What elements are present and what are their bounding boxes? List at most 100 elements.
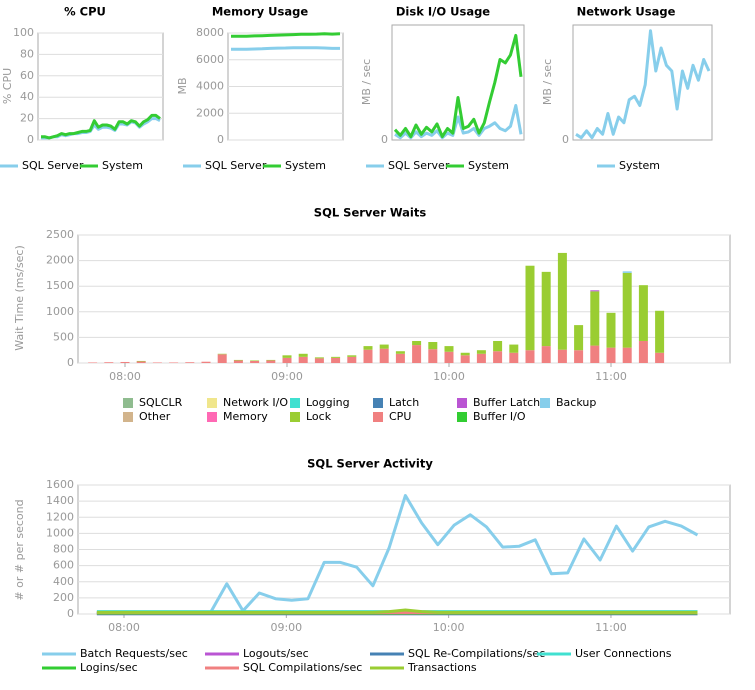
bar-segment	[460, 352, 470, 356]
y-axis-label: Wait Time (ms/sec)	[13, 245, 26, 350]
plot-area	[77, 234, 731, 364]
bar-segment	[233, 360, 243, 363]
bar-segment	[428, 349, 438, 363]
y-tick-label: 100	[13, 26, 34, 39]
y-tick-label: 0	[67, 356, 74, 369]
legend-label: User Connections	[575, 647, 672, 660]
legend-label: System	[285, 159, 326, 172]
y-tick-label: 1000	[46, 526, 74, 539]
y-tick-label: 2000	[46, 254, 74, 267]
y-axis-label: MB / sec	[360, 59, 373, 105]
legend-label: SQL Server	[388, 159, 450, 172]
bar-segment	[266, 360, 276, 363]
bar-segment	[233, 359, 243, 361]
y-axis-label: # or # per second	[13, 499, 26, 600]
bar-segment	[331, 356, 341, 358]
bar-segment	[395, 353, 405, 363]
legend-label: Logins/sec	[80, 661, 138, 674]
bar-segment	[638, 340, 648, 363]
x-tick-label: 09:00	[270, 621, 302, 634]
y-tick-label: 1600	[46, 478, 74, 491]
y-tick-label: 4000	[196, 80, 224, 93]
legend-label: Other	[139, 410, 171, 423]
bar-segment	[412, 345, 422, 363]
bar-segment	[395, 351, 405, 354]
bar-segment	[622, 272, 632, 348]
legend-swatch	[457, 412, 467, 422]
plot-area	[572, 24, 713, 141]
bar-segment	[136, 360, 146, 362]
y-tick-label: 80	[20, 47, 34, 60]
x-tick-label: 08:00	[109, 370, 141, 383]
bar-segment	[622, 271, 632, 273]
bar-segment	[314, 357, 324, 359]
bar-segment	[331, 357, 341, 363]
bar-segment	[590, 291, 600, 346]
bar-segment	[525, 350, 535, 363]
bar-segment	[590, 290, 600, 292]
y-tick-label: 20	[20, 112, 34, 125]
legend-label: Lock	[306, 410, 332, 423]
bar-segment	[476, 353, 486, 363]
y-tick-label: 40	[20, 90, 34, 103]
bar-segment	[298, 353, 308, 357]
bar-segment	[509, 352, 519, 363]
series-line	[96, 608, 698, 614]
bar-segment	[120, 361, 130, 363]
bar-segment	[282, 357, 292, 363]
x-tick-label: 08:00	[108, 621, 140, 634]
legend-swatch	[540, 398, 550, 408]
legend-label: Buffer Latch	[473, 396, 540, 409]
legend-label: System	[102, 159, 143, 172]
x-tick-label: 09:00	[271, 370, 303, 383]
bar-segment	[655, 352, 665, 363]
series-line	[231, 32, 341, 38]
x-tick-label: 10:00	[433, 370, 465, 383]
bar-segment	[379, 344, 389, 349]
y-tick-label: 1200	[46, 510, 74, 523]
bar-segment	[282, 355, 292, 358]
bar-segment	[250, 360, 260, 361]
legend-swatch	[373, 398, 383, 408]
chart-title: Memory Usage	[212, 5, 308, 19]
legend-label: Memory	[223, 410, 268, 423]
y-axis-label: MB	[176, 77, 189, 94]
legend-swatch	[373, 412, 383, 422]
bar-segment	[250, 360, 260, 363]
x-tick-label: 11:00	[595, 370, 627, 383]
bar-segment	[493, 351, 503, 363]
legend-label: Backup	[556, 396, 596, 409]
legend-label: Network I/O	[223, 396, 288, 409]
bar-segment	[363, 346, 373, 350]
bar-segment	[217, 354, 227, 363]
bar-segment	[606, 347, 616, 363]
y-tick-label: 0	[217, 133, 224, 146]
legend-swatch	[123, 412, 133, 422]
y-tick-label: 6000	[196, 53, 224, 66]
bar-segment	[201, 361, 211, 363]
bar-segment	[185, 362, 195, 363]
bar-segment	[606, 312, 616, 348]
bar-segment	[363, 349, 373, 363]
y-tick-label: 600	[53, 559, 74, 572]
bar-segment	[136, 361, 146, 363]
legend-label: SQL Server	[22, 159, 84, 172]
legend-label: SQLCLR	[139, 396, 183, 409]
series-line	[575, 29, 711, 140]
x-tick-label: 10:00	[433, 621, 465, 634]
bar-segment	[655, 310, 665, 353]
y-tick-label: 1500	[46, 279, 74, 292]
y-tick-label: 8000	[196, 26, 224, 39]
y-tick-label: 0	[381, 133, 388, 146]
bar-segment	[574, 350, 584, 363]
legend-label: SQL Re-Compilations/sec	[408, 647, 545, 660]
bar-segment	[314, 358, 324, 363]
bar-segment	[574, 325, 584, 351]
legend-swatch	[457, 398, 467, 408]
legend-label: SQL Compilations/sec	[243, 661, 362, 674]
y-tick-label: 800	[53, 543, 74, 556]
bar-segment	[590, 345, 600, 363]
bar-segment	[217, 353, 227, 355]
series-line	[394, 104, 523, 140]
legend-label: Transactions	[407, 661, 477, 674]
